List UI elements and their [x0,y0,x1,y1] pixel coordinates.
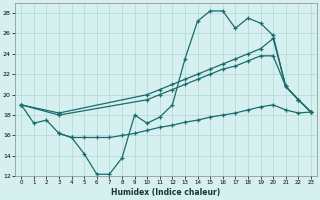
X-axis label: Humidex (Indice chaleur): Humidex (Indice chaleur) [111,188,221,197]
